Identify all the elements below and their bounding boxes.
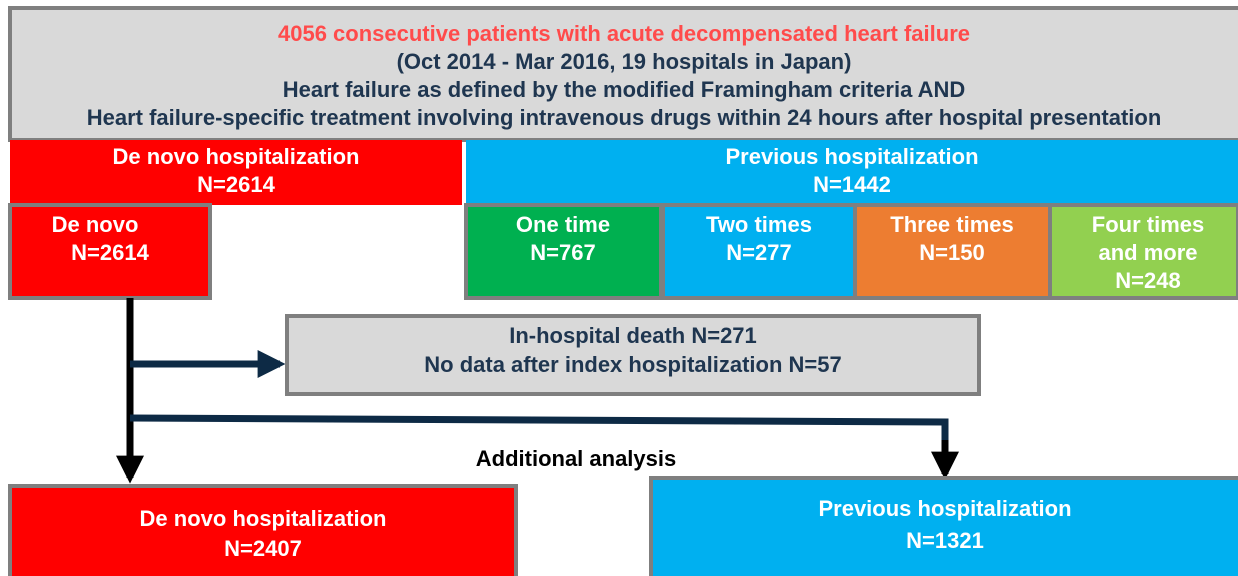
header-line: Heart failure-specific treatment involvi… (87, 105, 1162, 130)
group-n: N=2614 (197, 172, 275, 197)
subgroup-label: Three times (890, 212, 1014, 237)
additional-label: Additional analysis (476, 446, 677, 471)
subgroup-label: Four times (1092, 212, 1204, 237)
final-box (649, 476, 1238, 576)
header-line: 4056 consecutive patients with acute dec… (278, 21, 970, 46)
group-label: Previous hospitalization (725, 144, 978, 169)
subgroup-n: N=2614 (71, 240, 149, 265)
subgroup-box (1052, 207, 1236, 296)
final-n: N=1321 (906, 528, 984, 553)
subgroup-label: Two times (706, 212, 812, 237)
subgroup-label: One time (516, 212, 610, 237)
final-label: Previous hospitalization (818, 496, 1071, 521)
exclusion-box (285, 314, 981, 396)
subgroup-box (468, 207, 659, 296)
exclusion-line: In-hospital death N=271 (509, 323, 757, 348)
subgroup-n: N=150 (919, 240, 984, 265)
subgroup-box (857, 207, 1048, 296)
group-label: De novo hospitalization (113, 144, 360, 169)
final-n: N=2407 (224, 536, 302, 561)
group-box (10, 140, 462, 205)
subgroup-n: N=248 (1115, 268, 1180, 293)
exclusion-line: No data after index hospitalization N=57 (424, 352, 841, 377)
final-label: De novo hospitalization (140, 506, 387, 531)
subgroup-n: N=767 (530, 240, 595, 265)
subgroup-box (665, 207, 853, 296)
subgroup-label: and more (1098, 240, 1197, 265)
final-box (8, 484, 518, 576)
subgroup-box (8, 203, 212, 300)
group-n: N=1442 (813, 172, 891, 197)
subgroup-label: De novo (52, 212, 139, 237)
header-box (8, 6, 1238, 142)
group-box (466, 140, 1238, 205)
header-line: (Oct 2014 - Mar 2016, 19 hospitals in Ja… (397, 49, 852, 74)
header-line: Heart failure as defined by the modified… (283, 77, 966, 102)
subgroup-n: N=277 (726, 240, 791, 265)
